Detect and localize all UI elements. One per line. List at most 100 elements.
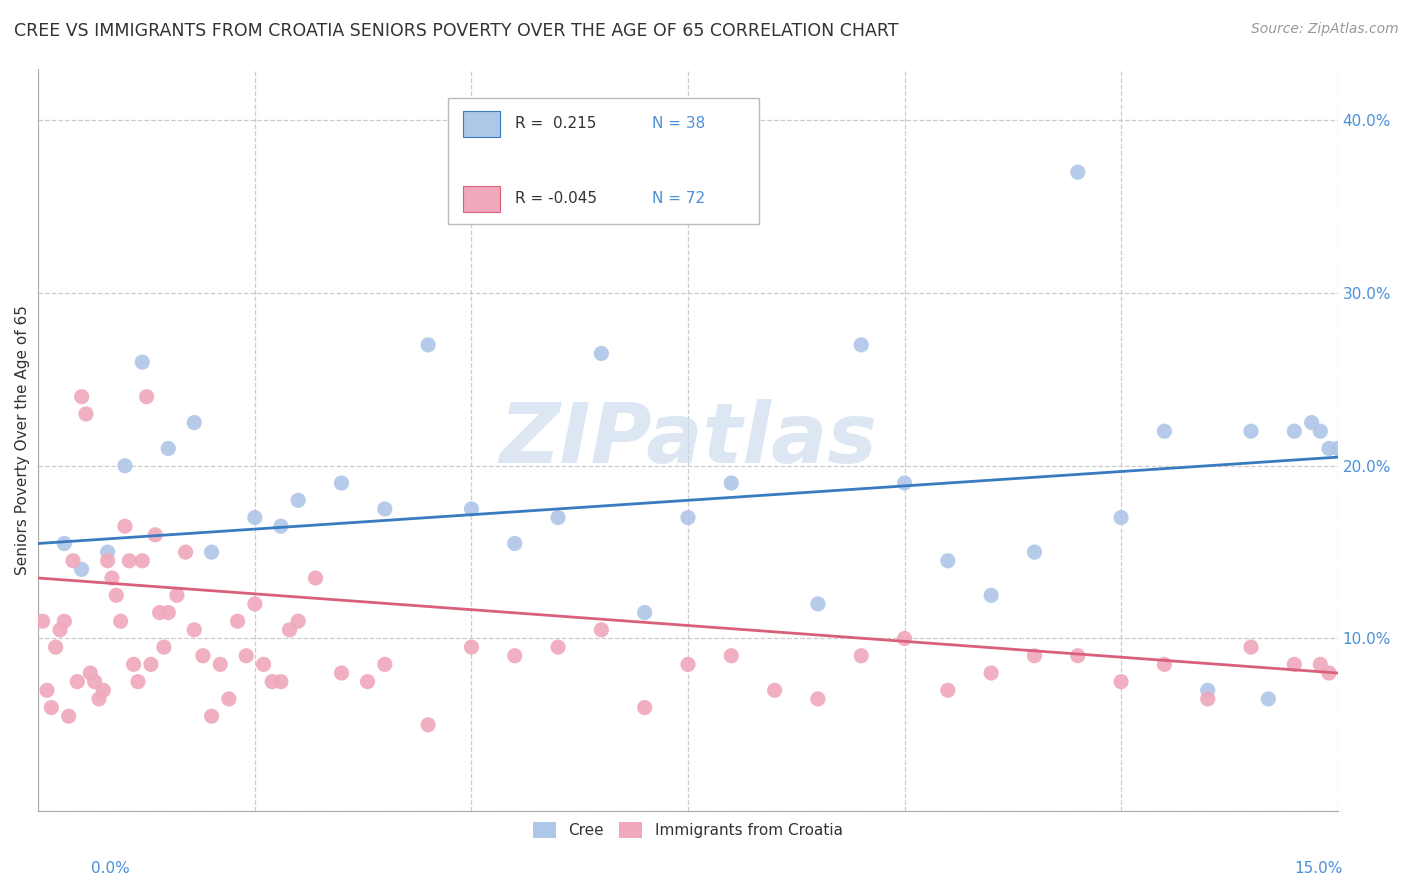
Point <box>200 545 222 559</box>
Point <box>278 623 301 637</box>
Point <box>75 407 97 421</box>
Point <box>1197 692 1219 706</box>
Point <box>807 597 830 611</box>
Text: R = -0.045: R = -0.045 <box>515 192 598 206</box>
Point <box>936 683 959 698</box>
Point <box>110 614 132 628</box>
Point <box>304 571 326 585</box>
Point <box>191 648 214 663</box>
Point <box>1067 165 1090 179</box>
Point <box>287 614 309 628</box>
Point <box>980 665 1002 680</box>
Point <box>79 665 101 680</box>
Point <box>356 674 378 689</box>
Point <box>218 692 240 706</box>
Point <box>87 692 110 706</box>
Point <box>460 640 482 654</box>
Point <box>1109 674 1132 689</box>
Point <box>243 597 266 611</box>
Point <box>634 606 657 620</box>
Point <box>330 476 353 491</box>
Point <box>35 683 58 698</box>
Point <box>262 674 284 689</box>
Point <box>1284 657 1306 672</box>
Point <box>1240 424 1263 438</box>
Point <box>1301 416 1323 430</box>
Point <box>183 623 205 637</box>
Point <box>131 554 153 568</box>
Point <box>591 623 613 637</box>
Point <box>374 657 396 672</box>
Point <box>149 606 172 620</box>
FancyBboxPatch shape <box>447 98 759 225</box>
Text: ZIPatlas: ZIPatlas <box>499 400 877 481</box>
Point <box>153 640 176 654</box>
Text: N = 72: N = 72 <box>651 192 704 206</box>
Point <box>460 502 482 516</box>
Point <box>503 536 526 550</box>
Point <box>1067 648 1090 663</box>
Y-axis label: Seniors Poverty Over the Age of 65: Seniors Poverty Over the Age of 65 <box>15 305 30 574</box>
Point <box>634 700 657 714</box>
Point <box>1309 657 1331 672</box>
Point <box>851 338 873 352</box>
Point <box>547 640 569 654</box>
Point <box>1024 545 1046 559</box>
Point <box>1309 424 1331 438</box>
Point <box>252 657 274 672</box>
Point <box>676 657 699 672</box>
Point <box>763 683 786 698</box>
Point <box>139 657 162 672</box>
Point <box>41 700 63 714</box>
Point <box>143 528 166 542</box>
Point <box>1317 442 1340 456</box>
Point <box>209 657 232 672</box>
Point <box>157 442 180 456</box>
Point <box>676 510 699 524</box>
Point <box>97 545 120 559</box>
Point <box>287 493 309 508</box>
FancyBboxPatch shape <box>463 111 499 136</box>
Point <box>118 554 141 568</box>
Point <box>183 416 205 430</box>
Point <box>270 674 292 689</box>
Text: Source: ZipAtlas.com: Source: ZipAtlas.com <box>1251 22 1399 37</box>
Point <box>1153 424 1175 438</box>
Point <box>53 614 76 628</box>
Point <box>226 614 249 628</box>
Legend: Cree, Immigrants from Croatia: Cree, Immigrants from Croatia <box>527 816 849 845</box>
Point <box>851 648 873 663</box>
Point <box>66 674 89 689</box>
Text: N = 38: N = 38 <box>651 116 704 131</box>
Point <box>547 510 569 524</box>
Point <box>807 692 830 706</box>
Point <box>122 657 145 672</box>
FancyBboxPatch shape <box>463 186 499 212</box>
Point <box>936 554 959 568</box>
Point <box>157 606 180 620</box>
Point <box>720 476 742 491</box>
Point <box>1024 648 1046 663</box>
Point <box>893 476 915 491</box>
Point <box>58 709 80 723</box>
Point <box>105 588 128 602</box>
Point <box>135 390 157 404</box>
Point <box>1153 657 1175 672</box>
Point <box>131 355 153 369</box>
Point <box>114 519 136 533</box>
Point <box>31 614 53 628</box>
Point <box>53 536 76 550</box>
Point <box>49 623 72 637</box>
Point <box>101 571 124 585</box>
Point <box>62 554 84 568</box>
Point <box>45 640 67 654</box>
Point <box>235 648 257 663</box>
Point <box>720 648 742 663</box>
Point <box>980 588 1002 602</box>
Text: 15.0%: 15.0% <box>1295 861 1343 876</box>
Point <box>1257 692 1279 706</box>
Point <box>174 545 197 559</box>
Point <box>127 674 149 689</box>
Point <box>83 674 105 689</box>
Point <box>270 519 292 533</box>
